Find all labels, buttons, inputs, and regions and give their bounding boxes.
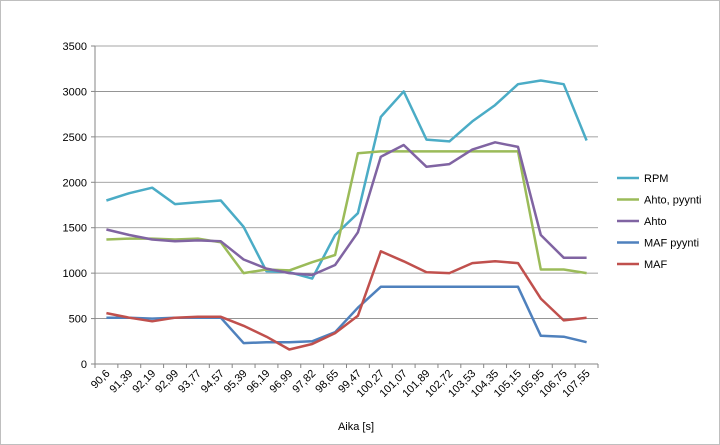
series-lines <box>106 79 588 351</box>
x-tick-label: 92,19 <box>130 368 158 396</box>
x-tick-label: 95,39 <box>222 368 250 396</box>
legend-label: MAF pyynti <box>644 238 699 250</box>
x-tick-label: 96,19 <box>245 368 273 396</box>
x-tick-label: 94,57 <box>199 368 227 396</box>
x-tick-label: 93,77 <box>176 368 204 396</box>
series-line-maf <box>106 250 587 351</box>
series-line-ahto-pyynti <box>106 150 587 275</box>
legend-label: RPM <box>644 173 668 185</box>
gridlines <box>95 45 598 319</box>
y-tick-label: 3500 <box>63 41 87 53</box>
y-tick-label: 1000 <box>63 268 87 280</box>
x-axis-title: Aika [s] <box>338 421 374 433</box>
axes: 050010001500200025003000350090,691,3992,… <box>63 41 599 400</box>
x-tick-label: 91,39 <box>107 368 135 396</box>
y-tick-label: 0 <box>81 359 87 371</box>
x-tick-label: 92,99 <box>153 368 181 396</box>
series-line-maf-pyynti <box>106 285 587 345</box>
legend-label: Ahto <box>644 216 667 228</box>
x-tick-label: 98,65 <box>313 368 341 396</box>
series-line-ahto <box>106 141 587 277</box>
y-tick-label: 2000 <box>63 177 87 189</box>
legend-label: MAF <box>644 259 668 271</box>
y-tick-label: 2500 <box>63 132 87 144</box>
x-tick-label: 97,82 <box>290 368 318 396</box>
legend-label: Ahto, pyynti <box>644 195 701 207</box>
y-tick-label: 3000 <box>63 86 87 98</box>
legend: RPM Ahto, pyynti Ahto MAF pyynti MAF <box>617 173 701 271</box>
x-tick-label: 96,99 <box>268 368 296 396</box>
y-tick-label: 500 <box>69 314 87 326</box>
series-line-rpm <box>106 79 588 280</box>
y-tick-label: 1500 <box>63 223 87 235</box>
